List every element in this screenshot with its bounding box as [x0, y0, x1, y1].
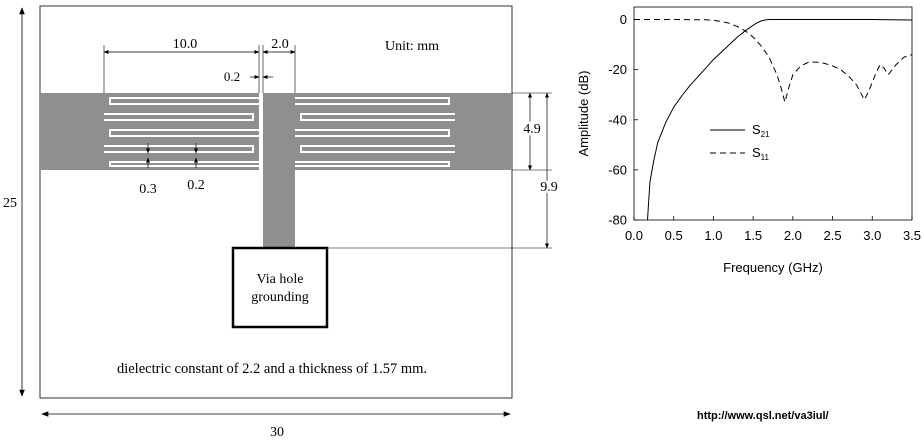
- s-parameter-chart: 0.0 0.5 1.0 1.5 2.0 2.5 3.0 3.5 0 -20 -40 -60 -80 F…: [576, 6, 921, 275]
- source-url: http://www.qsl.net/va3iul/: [697, 410, 829, 422]
- y-tick-label: -20: [608, 62, 627, 77]
- y-tick-label: 0: [620, 12, 627, 27]
- series-lines: [634, 19, 913, 221]
- x-axis-label: Frequency (GHz): [723, 260, 823, 275]
- legend: S21 S11: [710, 122, 770, 162]
- y-tick-label: -40: [608, 112, 627, 127]
- dim-4-9: 4.9: [512, 92, 552, 171]
- legend-label-s11: S11: [752, 145, 770, 162]
- x-tick-label: 3.5: [903, 228, 921, 243]
- via-label-line2: grounding: [251, 290, 309, 305]
- x-tick-label: 0.5: [665, 228, 683, 243]
- svg-text:2.0: 2.0: [271, 37, 289, 52]
- filter-diagram: Via hole grounding 10.0 2.0 0.2 Unit: mm: [0, 5, 560, 440]
- dim-finger-width: 0.3: [139, 143, 157, 197]
- y-axis-label: Amplitude (dB): [576, 71, 591, 157]
- svg-text:0.2: 0.2: [224, 69, 240, 84]
- x-tick-label: 2.5: [824, 228, 842, 243]
- dim-gap: 0.2: [224, 69, 273, 84]
- svg-text:25: 25: [3, 196, 17, 211]
- svg-text:9.9: 9.9: [540, 180, 558, 195]
- dim-finger-gap: 0.2: [187, 143, 205, 193]
- x-tick-label: 2.0: [784, 228, 802, 243]
- series-line-s11: [634, 19, 913, 103]
- via-label-line1: Via hole: [257, 272, 304, 287]
- y-tick-label: -60: [608, 162, 627, 177]
- left-feed-strip: [40, 93, 104, 170]
- x-axis: 0.0 0.5 1.0 1.5 2.0 2.5 3.0 3.5: [625, 216, 921, 243]
- series-line-s21: [647, 19, 913, 221]
- legend-label-s21: S21: [752, 122, 770, 139]
- x-tick-label: 1.5: [744, 228, 762, 243]
- dim-2: 2.0: [262, 37, 296, 93]
- unit-label: Unit: mm: [385, 39, 439, 54]
- dim-10: 10.0: [103, 37, 260, 93]
- dim-board-width: 30: [41, 411, 511, 440]
- svg-text:4.9: 4.9: [523, 122, 541, 137]
- right-feed-strip: [455, 93, 512, 170]
- via-hole-box: [231, 246, 329, 329]
- svg-text:10.0: 10.0: [173, 37, 198, 52]
- board-outline: [39, 5, 513, 399]
- caption: dielectric constant of 2.2 and a thickne…: [117, 361, 427, 377]
- dim-9-9: 9.9: [327, 92, 560, 249]
- plot-frame: [633, 6, 913, 221]
- grounded-stub: [263, 93, 295, 248]
- y-axis: 0 -20 -40 -60 -80: [608, 12, 638, 228]
- svg-text:0.2: 0.2: [187, 178, 205, 193]
- right-interdigital-fingers: [295, 93, 455, 170]
- x-tick-label: 1.0: [704, 228, 722, 243]
- y-tick-label: -80: [608, 213, 627, 228]
- dim-board-height: 25: [0, 7, 25, 397]
- left-interdigital-fingers: [104, 93, 259, 170]
- x-tick-label: 0.0: [625, 228, 643, 243]
- x-tick-label: 3.0: [863, 228, 881, 243]
- svg-text:0.3: 0.3: [139, 182, 157, 197]
- svg-text:30: 30: [270, 425, 284, 440]
